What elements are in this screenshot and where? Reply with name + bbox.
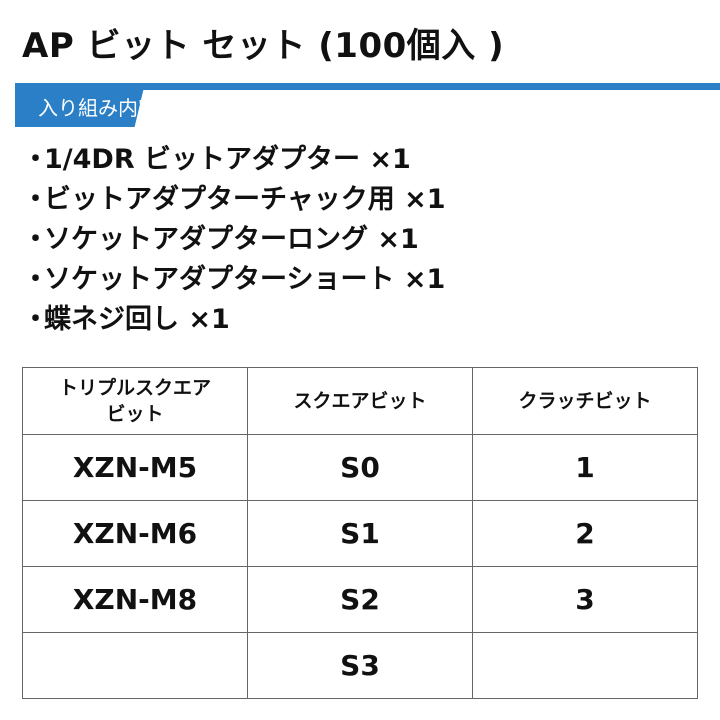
list-item-text: 蝶ネジ回し ×1: [44, 304, 230, 335]
bullet: ・: [22, 144, 49, 175]
header-triple-square: トリプルスクエア ビット: [22, 367, 248, 435]
list-item-text: 1/4DR ビットアダプター ×1: [44, 144, 411, 175]
table-cell: [22, 632, 248, 699]
bullet: ・: [22, 304, 49, 335]
list-item: ・ソケットアダプターロング ×1: [22, 220, 446, 260]
table-cell: S0: [247, 434, 473, 501]
header-square: スクエアビット: [247, 367, 473, 435]
header-clutch: クラッチビット: [472, 367, 698, 435]
section-banner-line: [15, 83, 720, 90]
section-banner-tab: [15, 83, 145, 127]
list-item: ・1/4DR ビットアダプター ×1: [22, 140, 446, 180]
bullet: ・: [22, 264, 49, 295]
table-cell: XZN-M5: [22, 434, 248, 501]
bit-table: トリプルスクエア ビット スクエアビット クラッチビット XZN-M5 S0 1…: [22, 367, 698, 699]
table-row: XZN-M8 S2 3: [22, 566, 698, 633]
table-header-row: トリプルスクエア ビット スクエアビット クラッチビット: [22, 367, 698, 435]
page-title: AP ビット セット (100個入 ): [22, 26, 505, 66]
contents-list: ・1/4DR ビットアダプター ×1 ・ビットアダプターチャック用 ×1 ・ソケ…: [22, 140, 446, 340]
table-cell: XZN-M8: [22, 566, 248, 633]
table-cell: XZN-M6: [22, 500, 248, 567]
table-row: XZN-M6 S1 2: [22, 500, 698, 567]
table-cell: 3: [472, 566, 698, 633]
table-cell: S3: [247, 632, 473, 699]
table-row: XZN-M5 S0 1: [22, 434, 698, 501]
list-item: ・蝶ネジ回し ×1: [22, 300, 446, 340]
table-cell: S2: [247, 566, 473, 633]
list-item-text: ソケットアダプターショート ×1: [44, 264, 446, 295]
table-cell: 1: [472, 434, 698, 501]
bullet: ・: [22, 184, 49, 215]
table-cell: S1: [247, 500, 473, 567]
table-cell: [472, 632, 698, 699]
list-item-text: ソケットアダプターロング ×1: [44, 224, 419, 255]
table-row: S3: [22, 632, 698, 699]
table-cell: 2: [472, 500, 698, 567]
section-label: 入り組み内容: [38, 96, 158, 120]
list-item-text: ビットアダプターチャック用 ×1: [44, 184, 446, 215]
list-item: ・ソケットアダプターショート ×1: [22, 260, 446, 300]
bullet: ・: [22, 224, 49, 255]
list-item: ・ビットアダプターチャック用 ×1: [22, 180, 446, 220]
